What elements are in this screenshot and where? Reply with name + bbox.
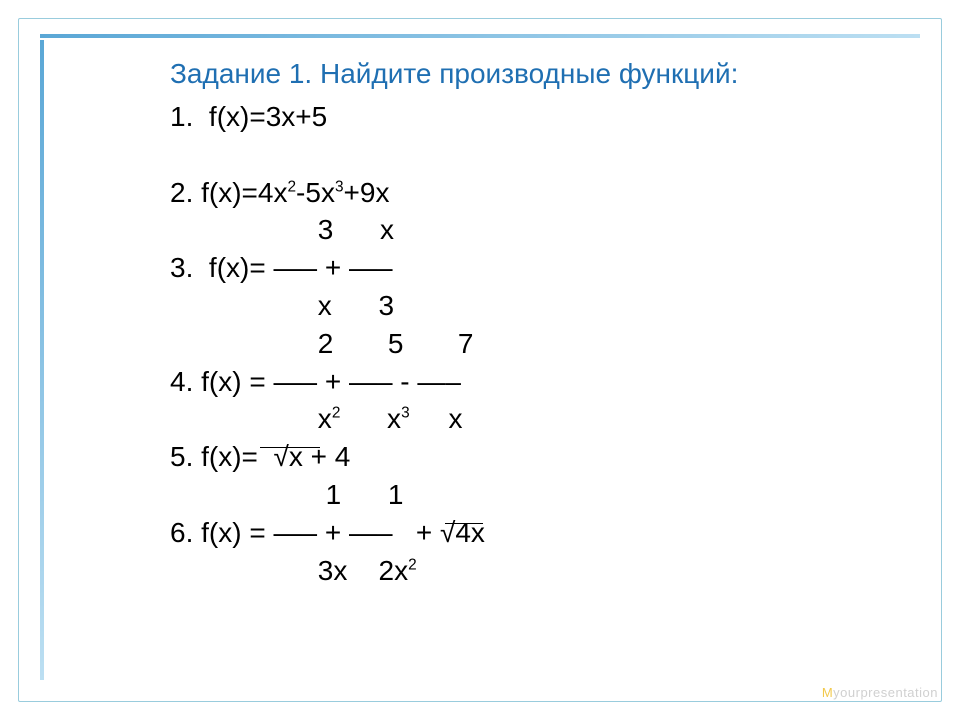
overline-icon: [260, 447, 320, 448]
p5-text: 5. f(x)= √x + 4: [170, 441, 350, 472]
blank-line: [170, 136, 890, 174]
problem-1: 1. f(x)=3x+5: [170, 98, 890, 136]
watermark-m: М: [822, 685, 833, 700]
p4d-b: x: [340, 403, 401, 434]
problem-4-num: 2 5 7: [170, 325, 890, 363]
accent-bar-horizontal: [40, 34, 920, 38]
problem-5: 5. f(x)= √x + 4: [170, 438, 890, 476]
p2-c: +9x: [344, 177, 390, 208]
content-area: Задание 1. Найдите производные функций: …: [170, 58, 890, 589]
problem-2: 2. f(x)=4x2-5x3+9x: [170, 174, 890, 212]
problem-3-num: 3 x: [170, 211, 890, 249]
exp-4b: 3: [401, 405, 410, 422]
p4d-c: x: [410, 403, 463, 434]
exp-6a: 2: [408, 556, 417, 573]
problem-4: 4. f(x) = —– + —– - —–: [170, 363, 890, 401]
problem-3: 3. f(x)= —– + —–: [170, 249, 890, 287]
p4d-a: x: [170, 403, 332, 434]
p2-b: -5x: [296, 177, 335, 208]
overline-icon: [445, 523, 483, 524]
exp-2b: 3: [335, 178, 344, 195]
problem-6: 6. f(x) = —– + —– + √4x: [170, 514, 890, 552]
problem-3-den: x 3: [170, 287, 890, 325]
exp-2a: 2: [287, 178, 296, 195]
watermark: Мyourpresentation: [822, 685, 938, 700]
p6-text: 6. f(x) = —– + —– + √4x: [170, 517, 485, 548]
slide: Задание 1. Найдите производные функций: …: [0, 0, 960, 720]
problem-6-den: 3x 2x2: [170, 552, 890, 590]
problem-6-num: 1 1: [170, 476, 890, 514]
accent-bar-vertical: [40, 40, 44, 680]
p6d-a: 3x 2x: [170, 555, 408, 586]
watermark-text: yourpresentation: [833, 685, 938, 700]
problem-4-den: x2 x3 x: [170, 400, 890, 438]
task-title: Задание 1. Найдите производные функций:: [170, 58, 890, 90]
p2-a: 2. f(x)=4x: [170, 177, 287, 208]
